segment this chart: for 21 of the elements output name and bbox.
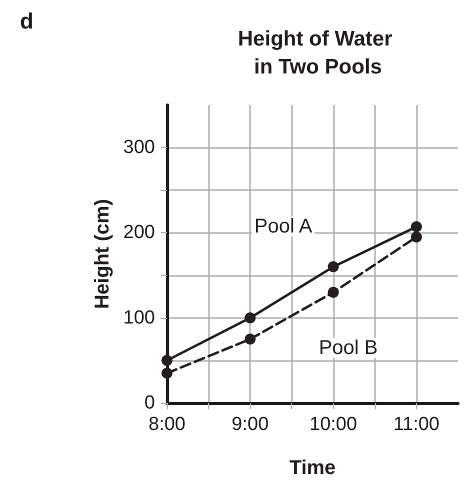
x-tick-label: 9:00 xyxy=(232,414,269,435)
series-label: Pool B xyxy=(318,336,378,359)
chart-title: Height of Water in Two Pools xyxy=(238,28,398,78)
point xyxy=(328,286,339,298)
y-tick-label: 200 xyxy=(123,222,155,244)
point xyxy=(410,231,422,242)
y-tick-label: 0 xyxy=(144,392,155,414)
y-axis-title: Height (cm) xyxy=(91,199,114,309)
point xyxy=(328,261,339,272)
x-tick-label: 8:00 xyxy=(148,414,186,435)
x-axis-title: Time xyxy=(289,457,336,479)
series-label: Pool A xyxy=(254,215,313,238)
x-tick-label: 10:00 xyxy=(310,414,358,435)
point xyxy=(244,334,256,345)
x-tick-label: 11:00 xyxy=(393,414,440,435)
y-tick-label: 100 xyxy=(123,307,155,328)
point xyxy=(244,312,256,324)
y-tick-label: 300 xyxy=(123,137,155,158)
point xyxy=(162,368,172,379)
text: d xyxy=(20,8,34,34)
point xyxy=(410,221,422,232)
